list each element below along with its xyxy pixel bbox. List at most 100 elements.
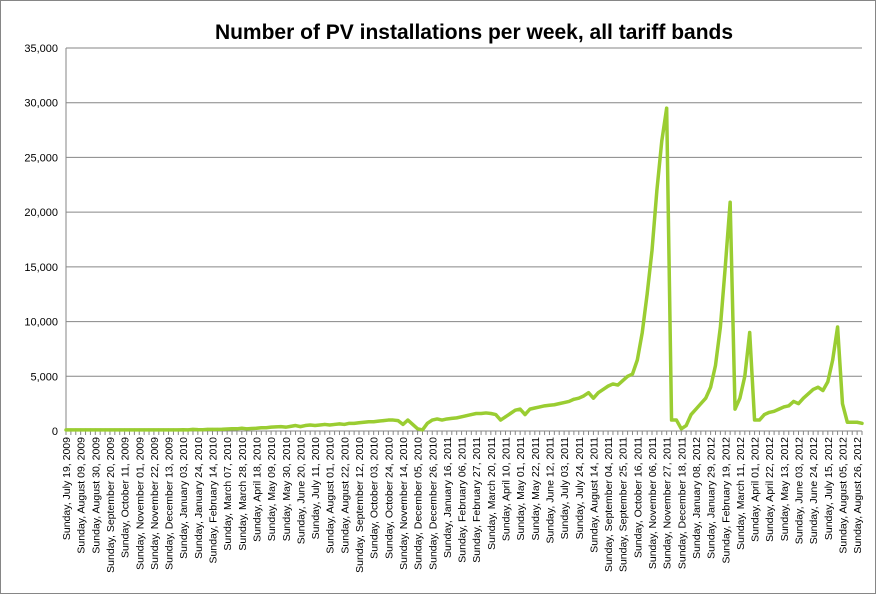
data-point (425, 421, 429, 425)
data-point (381, 419, 385, 423)
data-point (279, 425, 283, 429)
data-point (93, 428, 97, 432)
data-point (499, 418, 503, 422)
data-point (132, 428, 136, 432)
chart-title: Number of PV installations per week, all… (214, 21, 734, 44)
y-tick-label: 25,000 (24, 152, 58, 164)
data-point (298, 425, 302, 429)
x-tick-label: Sunday, July 15, 2012 (823, 437, 835, 540)
x-tick-label: Sunday, October 11, 2009 (120, 437, 132, 558)
data-point (162, 428, 166, 432)
data-point (684, 424, 688, 428)
data-point (450, 416, 454, 420)
data-point (103, 428, 107, 432)
data-point (254, 426, 258, 430)
data-point (718, 325, 722, 329)
data-point (137, 428, 141, 432)
x-tick-label: Sunday, September 04, 2011 (603, 437, 615, 572)
data-point (699, 402, 703, 406)
data-point (518, 407, 522, 411)
data-point (757, 418, 761, 422)
x-tick-label: Sunday, February 06, 2011 (457, 437, 469, 563)
y-tick-label: 5,000 (30, 371, 58, 383)
x-tick-label: Sunday, August 30, 2009 (90, 437, 102, 554)
data-point (88, 428, 92, 432)
y-tick-label: 20,000 (24, 207, 58, 219)
data-point (440, 418, 444, 422)
data-point (372, 420, 376, 424)
data-point (401, 422, 405, 426)
data-point (142, 428, 146, 432)
data-point (591, 396, 595, 400)
data-point (147, 428, 151, 432)
data-point (738, 396, 742, 400)
series-layer (64, 106, 864, 432)
data-point (333, 422, 337, 426)
data-point (694, 407, 698, 411)
data-point (406, 418, 410, 422)
x-tick-label: Sunday, June 24, 2012 (808, 437, 820, 544)
data-point (367, 420, 371, 424)
x-tick-label: Sunday, May 13, 2012 (779, 437, 791, 541)
x-tick-label: Sunday, July 03, 2011 (559, 437, 571, 540)
data-point (557, 402, 561, 406)
data-point (547, 403, 551, 407)
data-point (587, 391, 591, 395)
data-point (294, 424, 298, 428)
data-point (797, 402, 801, 406)
data-point (660, 139, 664, 143)
data-point (567, 399, 571, 403)
x-tick-label: Sunday, July 19, 2009 (61, 437, 73, 540)
x-tick-label: Sunday, October 03, 2010 (369, 437, 381, 559)
data-point (494, 413, 498, 417)
x-tick-label: Sunday, October 16, 2011 (632, 437, 644, 558)
data-point (220, 427, 224, 431)
x-tick-label: Sunday, August 22, 2010 (339, 437, 351, 554)
y-tick-label: 10,000 (24, 317, 58, 329)
data-point (753, 418, 757, 422)
data-point (479, 411, 483, 415)
y-tick-label: 35,000 (24, 43, 58, 55)
data-point (743, 374, 747, 378)
data-point (342, 422, 346, 426)
x-tick-label: Sunday, November 22, 2009 (149, 437, 161, 570)
data-point (840, 402, 844, 406)
x-axis-tick-labels: Sunday, July 19, 2009 Sunday, August 09, … (61, 437, 864, 573)
x-tick-label: Sunday, August 05, 2012 (837, 437, 849, 554)
series-line (64, 106, 864, 432)
data-point (284, 425, 288, 429)
data-point (215, 427, 219, 431)
data-point (562, 401, 566, 405)
data-point (655, 188, 659, 192)
data-point (352, 421, 356, 425)
data-point (850, 420, 854, 424)
data-point (552, 403, 556, 407)
data-point (240, 426, 244, 430)
data-point (596, 391, 600, 395)
x-tick-label: Sunday, May 30, 2010 (281, 437, 293, 541)
y-axis-tick-labels: 0 5,000 10,000 15,000 20,000 25,000 30,000 35,0… (24, 43, 58, 438)
x-tick-label: Sunday, January 24, 2010 (193, 437, 205, 559)
data-point (186, 428, 190, 432)
x-tick-label: Sunday, June 03, 2012 (794, 437, 806, 544)
data-point (811, 387, 815, 391)
data-point (523, 413, 527, 417)
data-point (801, 396, 805, 400)
data-point (191, 427, 195, 431)
x-tick-label: Sunday, December 18, 2011 (676, 437, 688, 569)
data-point (455, 416, 459, 420)
data-point (601, 387, 605, 391)
data-point (689, 413, 693, 417)
data-point (787, 404, 791, 408)
x-tick-label: Sunday, March 28, 2010 (237, 437, 249, 551)
data-point (123, 428, 127, 432)
data-point (391, 418, 395, 422)
data-point (748, 331, 752, 335)
data-point (777, 407, 781, 411)
data-point (650, 248, 654, 252)
data-point (762, 413, 766, 417)
x-tick-label: Sunday, March 07, 2010 (222, 437, 234, 551)
data-point (196, 428, 200, 432)
